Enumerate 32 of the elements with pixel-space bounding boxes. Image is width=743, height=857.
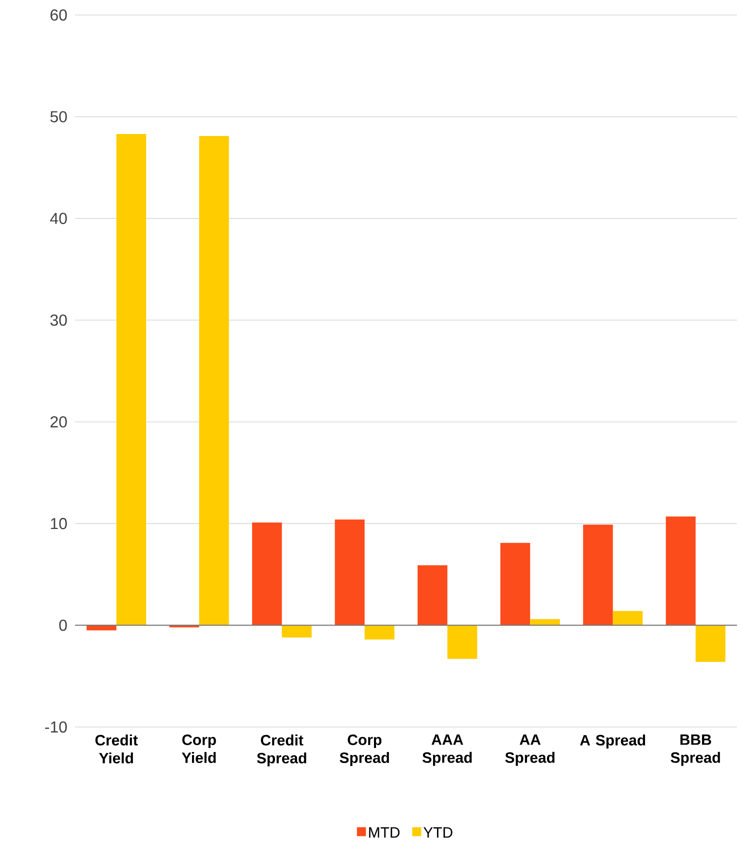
bar <box>199 136 229 626</box>
y-tick-label: 50 <box>50 111 67 122</box>
x-tick-label: Credit Spread <box>256 734 306 766</box>
bar <box>500 542 530 626</box>
bar <box>252 522 282 626</box>
y-tick-label: 0 <box>59 620 67 631</box>
bar <box>696 625 726 662</box>
bar <box>447 625 478 659</box>
bar <box>666 516 696 626</box>
bar <box>583 524 613 626</box>
bar <box>530 619 560 626</box>
y-tick-label: 40 <box>50 212 67 224</box>
y-tick-label: -10 <box>45 721 67 733</box>
bar <box>282 625 312 638</box>
bar <box>418 565 448 626</box>
y-tick-label: 60 <box>50 9 67 21</box>
y-tick-label: 10 <box>50 518 67 530</box>
x-tick-label: AAA Spread <box>422 734 472 766</box>
x-tick-label: Corp Spread <box>340 734 389 766</box>
x-tick-label: AA Spread <box>505 734 554 766</box>
bar <box>612 611 643 626</box>
y-tick-label: 20 <box>50 416 67 428</box>
x-tick-label: A Spread <box>580 734 646 748</box>
legend-label: MTD <box>369 827 400 838</box>
bar <box>334 520 365 626</box>
bar <box>116 134 146 626</box>
x-tick-label: BBB Spread <box>670 734 720 766</box>
x-tick-label: Corp Yield <box>182 734 216 764</box>
y-tick-label: 30 <box>50 314 67 326</box>
x-tick-label: Credit Yield <box>95 734 138 764</box>
bar <box>364 625 394 640</box>
legend-label: YTD <box>424 827 452 838</box>
